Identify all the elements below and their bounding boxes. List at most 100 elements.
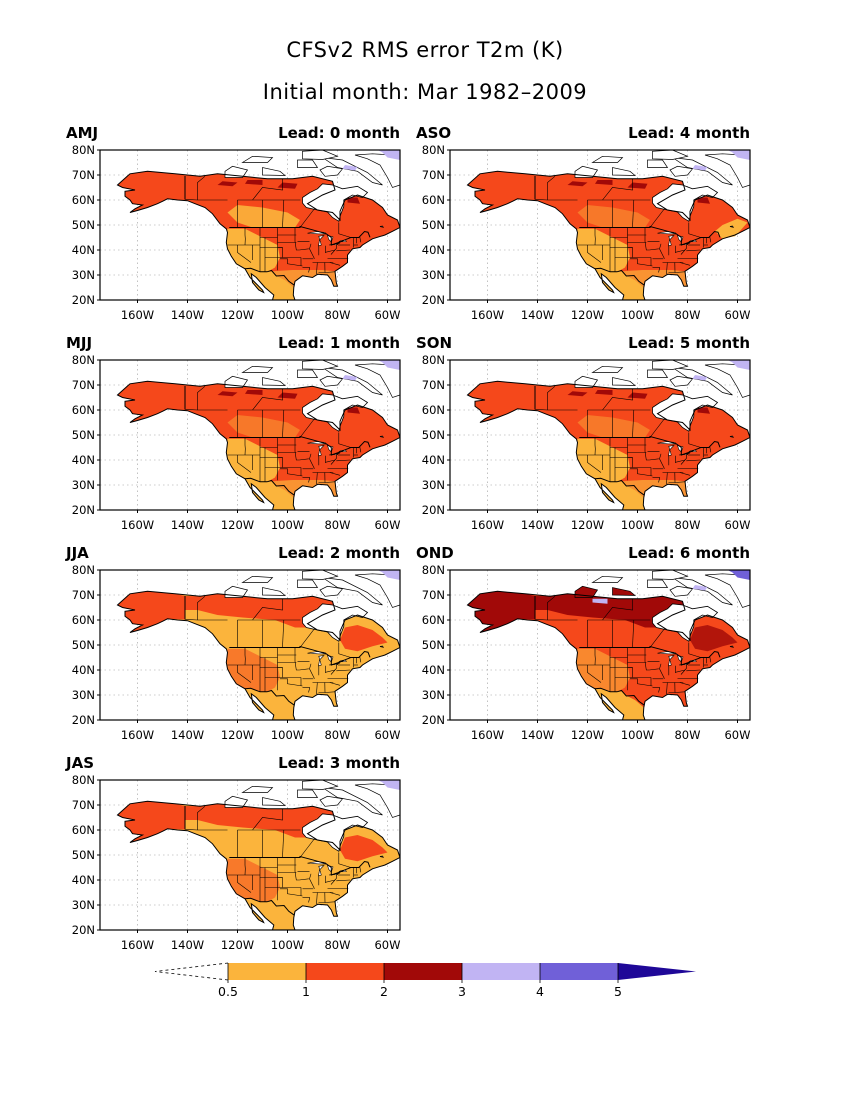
colorbar-swatch (540, 963, 618, 980)
lon-tick-label: 80W (674, 518, 700, 532)
lon-tick-label: 120W (221, 308, 254, 322)
lat-tick-label: 60N (72, 403, 95, 417)
lon-tick-label: 140W (171, 938, 204, 952)
panel-lead-label: Lead: 4 month (628, 124, 750, 142)
lat-tick-label: 20N (72, 293, 95, 307)
map-svg: 80N 70N 60N 50N 40N 30N 20N 160W 140W 120W 100W 80W… (422, 143, 751, 322)
lat-tick-label: 80N (72, 353, 95, 367)
lon-tick-label: 60W (724, 308, 750, 322)
colorbar-tick-label: 4 (536, 984, 544, 999)
lon-tick-label: 120W (221, 938, 254, 952)
colorbar-legend: 0.5 1 2 3 4 5 (150, 958, 710, 1003)
colorbar-svg: 0.5 1 2 3 4 5 (154, 962, 696, 999)
lat-tick-label: 20N (72, 713, 95, 727)
colorbar-tick-label: 3 (458, 984, 466, 999)
panel-lead-label: Lead: 2 month (278, 544, 400, 562)
lat-tick-label: 50N (72, 428, 95, 442)
lat-tick-label: 70N (422, 588, 445, 602)
lat-tick-label: 80N (422, 353, 445, 367)
lat-tick-label: 40N (422, 243, 445, 257)
lat-tick-label: 80N (422, 143, 445, 157)
lat-tick-label: 70N (422, 378, 445, 392)
lon-tick-label: 80W (674, 308, 700, 322)
panel-lead-label: Lead: 1 month (278, 334, 400, 352)
map-svg: 80N 70N 60N 50N 40N 30N 20N 160W 140W 120W 100W 80W… (422, 563, 751, 742)
lat-tick-label: 60N (72, 193, 95, 207)
lat-tick-label: 80N (72, 773, 95, 787)
lon-tick-label: 160W (121, 308, 154, 322)
lon-tick-label: 140W (521, 518, 554, 532)
lat-tick-label: 20N (422, 713, 445, 727)
panel-lead-label: Lead: 3 month (278, 754, 400, 772)
lat-tick-label: 70N (72, 378, 95, 392)
map-panel-aso: ASO Lead: 4 month 80N 70N 60N 50N 40N 30N 20N 1… (410, 124, 751, 350)
lon-tick-label: 100W (271, 728, 304, 742)
lon-tick-label: 80W (324, 728, 350, 742)
lat-tick-label: 70N (72, 798, 95, 812)
lat-tick-label: 40N (72, 663, 95, 677)
panel-season-label: SON (416, 334, 453, 352)
lat-tick-label: 70N (422, 168, 445, 182)
lat-tick-label: 20N (72, 923, 95, 937)
lat-tick-label: 20N (72, 503, 95, 517)
map-svg: 80N 70N 60N 50N 40N 30N 20N 160W 140W 120W 100W 80W… (72, 143, 401, 322)
lat-tick-label: 60N (422, 613, 445, 627)
lon-tick-label: 100W (621, 728, 654, 742)
lon-tick-label: 100W (621, 308, 654, 322)
map-panel-jja: JJA Lead: 2 month 80N 70N 60N 50N 40N 30N 20N 1… (60, 544, 401, 770)
lat-tick-label: 20N (422, 503, 445, 517)
lon-tick-label: 60W (724, 728, 750, 742)
panel-lead-label: Lead: 5 month (628, 334, 750, 352)
lat-tick-label: 30N (72, 268, 95, 282)
lon-tick-label: 80W (324, 938, 350, 952)
lat-tick-label: 50N (72, 638, 95, 652)
lat-tick-label: 30N (72, 688, 95, 702)
lon-tick-label: 120W (571, 518, 604, 532)
map-panel-amj: AMJ Lead: 0 month 80N 70N 60N 50N 40N 30N 20N 1… (60, 124, 401, 350)
lon-tick-label: 60W (374, 728, 400, 742)
lon-tick-label: 160W (471, 308, 504, 322)
colorbar-swatch (618, 963, 696, 980)
lon-tick-label: 160W (471, 518, 504, 532)
lat-tick-label: 60N (422, 193, 445, 207)
map-panel-mjj: MJJ Lead: 1 month 80N 70N 60N 50N 40N 30N 20N 1… (60, 334, 401, 560)
map-panel-jas: JAS Lead: 3 month 80N 70N 60N 50N 40N 30N 20N 1… (60, 754, 401, 980)
lat-tick-label: 80N (72, 563, 95, 577)
lon-tick-label: 140W (521, 308, 554, 322)
lon-tick-label: 80W (324, 518, 350, 532)
colorbar-swatch (306, 963, 384, 980)
panel-season-label: JAS (66, 754, 94, 772)
panel-season-label: OND (416, 544, 454, 562)
chart-title: CFSv2 RMS error T2m (K) (286, 38, 564, 62)
lat-tick-label: 50N (422, 638, 445, 652)
lon-tick-label: 140W (521, 728, 554, 742)
lon-tick-label: 120W (571, 308, 604, 322)
map-panel-son: SON Lead: 5 month 80N 70N 60N 50N 40N 30N 20N 1… (410, 334, 751, 560)
panel-season-label: AMJ (66, 124, 99, 142)
map-svg: 80N 70N 60N 50N 40N 30N 20N 160W 140W 120W 100W 80W… (72, 563, 401, 742)
panel-season-label: MJJ (66, 334, 93, 352)
lon-tick-label: 120W (221, 728, 254, 742)
lon-tick-label: 100W (621, 518, 654, 532)
lon-tick-label: 60W (724, 518, 750, 532)
panel-season-label: JJA (66, 544, 89, 562)
lon-tick-label: 60W (374, 938, 400, 952)
panel-season-label: ASO (416, 124, 452, 142)
lon-tick-label: 80W (674, 728, 700, 742)
lon-tick-label: 60W (374, 518, 400, 532)
lat-tick-label: 60N (72, 823, 95, 837)
lat-tick-label: 30N (422, 268, 445, 282)
colorbar-tick-label: 2 (380, 984, 388, 999)
lat-tick-label: 40N (422, 663, 445, 677)
lon-tick-label: 120W (571, 728, 604, 742)
lat-tick-label: 60N (72, 613, 95, 627)
lat-tick-label: 40N (72, 243, 95, 257)
lat-tick-label: 50N (72, 218, 95, 232)
panel-lead-label: Lead: 6 month (628, 544, 750, 562)
lon-tick-label: 160W (471, 728, 504, 742)
lat-tick-label: 80N (72, 143, 95, 157)
lat-tick-label: 20N (422, 293, 445, 307)
map-svg: 80N 70N 60N 50N 40N 30N 20N 160W 140W 120W 100W 80W… (72, 353, 401, 532)
lon-tick-label: 140W (171, 308, 204, 322)
lat-tick-label: 70N (72, 588, 95, 602)
